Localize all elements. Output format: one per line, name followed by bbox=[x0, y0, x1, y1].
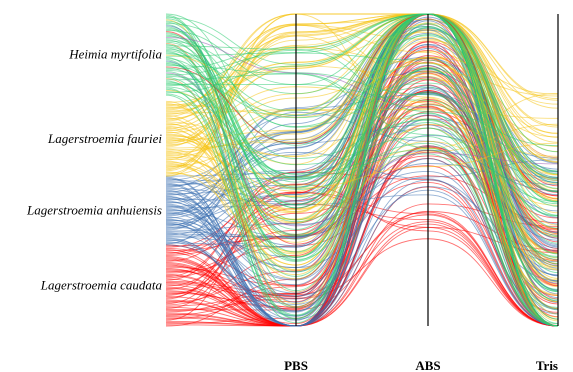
ribbon-heimia-myrtifolia bbox=[165, 52, 559, 178]
ribbon-heimia-myrtifolia bbox=[165, 75, 559, 172]
ribbon-heimia-myrtifolia bbox=[165, 35, 559, 203]
ribbon-heimia-myrtifolia bbox=[165, 13, 559, 302]
ribbon-heimia-myrtifolia bbox=[165, 48, 559, 293]
ribbon-lagerstroemia-caudata bbox=[165, 211, 559, 327]
category-label-lagerstroemia-anhuiensis: Lagerstroemia anhuiensis bbox=[26, 203, 162, 218]
ribbon-heimia-myrtifolia bbox=[165, 13, 559, 203]
ribbon-heimia-myrtifolia bbox=[165, 13, 559, 274]
axis-label-tris: Tris bbox=[536, 358, 558, 372]
ribbon-heimia-myrtifolia bbox=[165, 13, 559, 183]
ribbon-lagerstroemia-caudata bbox=[165, 214, 559, 327]
category-label-lagerstroemia-caudata: Lagerstroemia caudata bbox=[40, 277, 163, 292]
ribbon-heimia-myrtifolia bbox=[165, 91, 559, 325]
ribbon-heimia-myrtifolia bbox=[165, 26, 559, 255]
ribbon-heimia-myrtifolia bbox=[165, 67, 559, 262]
category-label-lagerstroemia-fauriei: Lagerstroemia fauriei bbox=[47, 131, 162, 146]
ribbon-heimia-myrtifolia bbox=[165, 73, 559, 308]
ribbon-heimia-myrtifolia bbox=[165, 13, 559, 293]
axis-label-abs: ABS bbox=[415, 358, 440, 372]
axis-label-pbs: PBS bbox=[284, 358, 308, 372]
ribbon-heimia-myrtifolia bbox=[165, 83, 559, 237]
ribbon-heimia-myrtifolia bbox=[165, 87, 559, 327]
ribbon-lagerstroemia-anhuiensis bbox=[165, 189, 559, 327]
ribbon-lagerstroemia-anhuiensis bbox=[165, 158, 559, 327]
ribbon-heimia-myrtifolia bbox=[165, 34, 559, 230]
ribbon-heimia-myrtifolia bbox=[165, 27, 559, 261]
ribbon-heimia-myrtifolia bbox=[165, 82, 559, 310]
ribbon-lagerstroemia-anhuiensis bbox=[165, 118, 559, 300]
ribbon-heimia-myrtifolia bbox=[165, 88, 559, 273]
ribbon-lagerstroemia-fauriei bbox=[165, 13, 559, 122]
ribbon-heimia-myrtifolia bbox=[165, 89, 559, 189]
labels-layer: Heimia myrtifolia Lagerstroemia fauriei La… bbox=[26, 47, 558, 372]
ribbon-heimia-myrtifolia bbox=[165, 13, 559, 172]
category-label-heimia-myrtifolia: Heimia myrtifolia bbox=[68, 47, 162, 62]
ribbons-layer bbox=[165, 13, 559, 327]
axes-layer bbox=[295, 14, 559, 326]
ribbon-heimia-myrtifolia bbox=[165, 13, 559, 327]
ribbon-lagerstroemia-caudata bbox=[165, 221, 559, 327]
ribbon-lagerstroemia-anhuiensis bbox=[165, 179, 559, 320]
